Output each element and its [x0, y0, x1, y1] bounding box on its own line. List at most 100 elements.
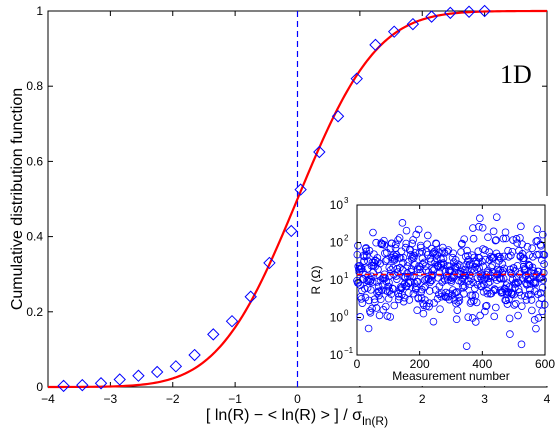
- measurement-point: [433, 251, 441, 259]
- measurement-point: [503, 287, 512, 296]
- measurement-point: [400, 293, 409, 302]
- measurement-point: [406, 272, 414, 281]
- measurement-point: [423, 251, 432, 259]
- measurement-point: [514, 285, 523, 293]
- inset-x-tick-label: 400: [472, 357, 492, 371]
- measurement-point: [408, 272, 417, 280]
- measurement-point: [486, 252, 495, 261]
- measurement-point: [357, 295, 366, 303]
- measurement-point: [506, 330, 514, 338]
- measurement-point: [487, 263, 495, 272]
- x-tick-label: −1: [228, 392, 242, 406]
- data-diamond: [462, 5, 476, 18]
- measurement-point: [423, 240, 431, 249]
- measurement-point: [538, 307, 546, 316]
- panel-label: 1D: [500, 60, 532, 89]
- measurement-point: [371, 298, 379, 307]
- measurement-point: [380, 236, 388, 245]
- measurement-point: [393, 268, 402, 276]
- measurement-point: [540, 300, 549, 309]
- measurement-point: [454, 298, 463, 306]
- measurement-point: [377, 295, 385, 304]
- measurement-point: [457, 248, 465, 256]
- measurement-point: [421, 262, 430, 270]
- measurement-point: [361, 284, 369, 293]
- measurement-point: [376, 259, 384, 268]
- data-diamond: [406, 17, 420, 31]
- measurement-point: [425, 299, 434, 308]
- measurement-point: [469, 234, 478, 243]
- measurement-point: [439, 259, 447, 267]
- inset-y-tick-exponent: 1: [344, 271, 349, 280]
- measurement-point: [448, 273, 456, 281]
- measurement-point: [471, 318, 480, 326]
- measurement-point: [452, 315, 461, 324]
- measurement-point: [501, 228, 510, 237]
- measurement-point: [443, 247, 452, 256]
- data-diamond: [150, 365, 164, 379]
- data-diamond: [188, 348, 201, 362]
- measurement-point: [472, 298, 481, 307]
- measurement-point: [412, 230, 421, 239]
- measurement-point: [412, 285, 420, 294]
- measurement-point: [386, 271, 394, 280]
- measurement-point: [421, 282, 430, 291]
- inset-x-axis-label: Measurement number: [392, 369, 509, 383]
- x-axis-label: [ ln(R) − < ln(R) > ] / σln(R): [206, 407, 388, 428]
- measurement-point: [426, 254, 435, 263]
- inset-x-tick-label: 200: [410, 357, 430, 371]
- measurement-point: [377, 286, 386, 295]
- measurement-point: [533, 225, 541, 233]
- measurement-point: [476, 214, 484, 223]
- measurement-point: [359, 275, 368, 283]
- measurement-point: [370, 295, 379, 304]
- measurement-point: [372, 304, 381, 312]
- measurement-point: [428, 271, 437, 280]
- measurement-point: [498, 268, 506, 277]
- measurement-point: [409, 289, 418, 298]
- measurement-point: [366, 308, 375, 317]
- measurement-point: [408, 252, 417, 261]
- x-tick-label: −4: [41, 392, 55, 406]
- data-diamond: [225, 314, 239, 328]
- measurement-point: [446, 262, 454, 271]
- data-diamond: [244, 290, 257, 303]
- measurement-point: [418, 260, 427, 268]
- data-diamond: [331, 110, 345, 123]
- measurement-point: [497, 274, 505, 283]
- measurement-point: [429, 317, 438, 326]
- data-diamond: [444, 6, 457, 20]
- measurement-point: [367, 272, 376, 281]
- data-diamond: [285, 224, 298, 238]
- measurement-point: [433, 294, 442, 303]
- inset-y-tick-exponent: 0: [344, 309, 349, 318]
- measurement-point: [405, 296, 414, 304]
- measurement-point: [386, 244, 395, 253]
- measurement-point: [445, 295, 454, 304]
- y-tick-label: 0.8: [26, 79, 43, 93]
- measurement-point: [449, 249, 457, 258]
- measurement-point: [528, 244, 536, 253]
- measurement-point: [387, 290, 395, 298]
- measurement-point: [511, 278, 520, 287]
- measurement-point: [435, 282, 444, 291]
- x-tick-label: −2: [166, 392, 180, 406]
- x-tick-label: 2: [419, 392, 426, 406]
- measurement-point: [525, 251, 534, 259]
- measurement-point: [539, 269, 548, 277]
- measurement-point: [394, 236, 402, 244]
- x-tick-label: 1: [357, 392, 364, 406]
- measurement-point: [537, 294, 546, 302]
- x-axis-label-main: [ ln(R) − < ln(R) > ] / σ: [206, 407, 362, 424]
- measurement-point: [492, 303, 500, 312]
- measurement-point: [479, 262, 488, 271]
- measurement-point: [468, 291, 477, 300]
- inset-y-tick-exponent: −1: [344, 346, 354, 355]
- measurement-point: [521, 292, 529, 300]
- measurement-point: [454, 260, 462, 268]
- measurement-point: [463, 246, 471, 255]
- measurement-point: [399, 253, 408, 262]
- measurement-point: [390, 301, 399, 310]
- measurement-point: [453, 287, 461, 296]
